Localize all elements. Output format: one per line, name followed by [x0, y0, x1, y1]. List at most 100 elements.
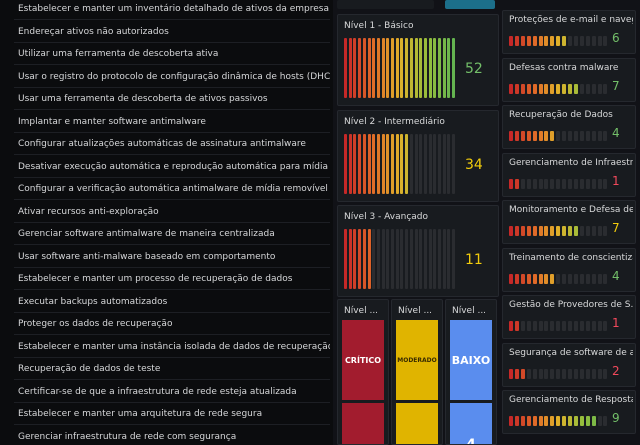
- gauge-segment: [533, 226, 537, 236]
- gauge-segment: [574, 226, 578, 236]
- table-row[interactable]: Estabelecer e manter um processo de recu…: [14, 268, 330, 290]
- table-row[interactable]: Estabelecer e manter uma instância isola…: [14, 336, 330, 358]
- gauge-segment: [533, 179, 537, 189]
- gauge-segment: [391, 134, 394, 194]
- category-title: Recuperação de Dados: [509, 110, 633, 120]
- gauge-segment: [568, 226, 572, 236]
- controls-table: Estabelecer e manter um inventário detal…: [0, 0, 333, 445]
- table-row[interactable]: Ativar recursos anti-exploração: [14, 201, 330, 223]
- category-panel[interactable]: Gerenciamento de Infraestr... 1: [502, 153, 636, 197]
- gauge-segment: [603, 416, 607, 426]
- table-row[interactable]: Proteger os dados de recuperação: [14, 313, 330, 335]
- gauge-segment: [568, 321, 572, 331]
- gauge-segment: [443, 229, 446, 289]
- table-row[interactable]: Gerenciar infraestrutura de rede com seg…: [14, 426, 330, 445]
- table-row[interactable]: Recuperação de dados de teste: [14, 358, 330, 380]
- gauge-segment: [405, 134, 408, 194]
- gauge-segment: [509, 416, 513, 426]
- gauge-segment: [592, 179, 596, 189]
- gauge-segment: [521, 131, 525, 141]
- table-row[interactable]: Endereçar ativos não autorizados: [14, 21, 330, 43]
- gauge-segment: [544, 36, 548, 46]
- risk-value: 55: [396, 403, 438, 445]
- gauge-segment: [521, 179, 525, 189]
- gauge-segment: [562, 321, 566, 331]
- gauge-segment: [363, 229, 366, 289]
- table-row[interactable]: Utilizar uma ferramenta de descoberta at…: [14, 43, 330, 65]
- gauge-segment: [562, 131, 566, 141]
- gauge-segment: [415, 134, 418, 194]
- table-row[interactable]: Desativar execução automática e reproduç…: [14, 156, 330, 178]
- gauge-segment: [603, 84, 607, 94]
- table-row[interactable]: Usar uma ferramenta de descoberta de ati…: [14, 88, 330, 110]
- gauge-segment: [574, 369, 578, 379]
- gauge-segment: [603, 36, 607, 46]
- table-row[interactable]: Implantar e manter software antimalware: [14, 111, 330, 133]
- gauge-segment: [544, 84, 548, 94]
- gauge-segment: [438, 229, 441, 289]
- table-row[interactable]: Configurar atualizações automáticas de a…: [14, 133, 330, 155]
- table-row[interactable]: Executar backups automatizados: [14, 291, 330, 313]
- gauge-segment: [515, 416, 519, 426]
- risk-label: BAIXO: [450, 320, 492, 400]
- gauge-segment: [556, 36, 560, 46]
- risk-panel[interactable]: Nível ... BAIXO 4: [445, 299, 497, 445]
- table-row[interactable]: Usar o registro do protocolo de configur…: [14, 66, 330, 88]
- gauge-segment: [562, 369, 566, 379]
- gauge-segment: [539, 369, 543, 379]
- risk-panel[interactable]: Nível ... CRÍTICO94: [337, 299, 389, 445]
- table-row[interactable]: Gerenciar software antimalware de maneir…: [14, 223, 330, 245]
- category-panel[interactable]: Gestão de Provedores de S... 1: [502, 295, 636, 339]
- gauge-segment: [586, 131, 590, 141]
- gauge-segment: [447, 38, 450, 98]
- category-value: 4: [612, 269, 620, 283]
- table-row[interactable]: Usar software anti-malware baseado em co…: [14, 246, 330, 268]
- gauge-segment: [521, 416, 525, 426]
- level-panel[interactable]: Nível 1 - Básico 52: [337, 14, 499, 106]
- gauge-segment: [544, 274, 548, 284]
- category-value: 7: [612, 79, 620, 93]
- table-row[interactable]: Configurar a verificação automática anti…: [14, 178, 330, 200]
- gauge-segment: [586, 179, 590, 189]
- category-panel[interactable]: Gerenciamento de Resposta... 9: [502, 390, 636, 434]
- category-panel[interactable]: Segurança de software de a... 2: [502, 343, 636, 387]
- category-panel[interactable]: Monitoramento e Defesa de ... 7: [502, 200, 636, 244]
- gauge-segment: [533, 131, 537, 141]
- gauge-segment: [438, 134, 441, 194]
- level-panel[interactable]: Nível 2 - Intermediário 34: [337, 110, 499, 202]
- gauge-segment: [568, 84, 572, 94]
- category-title: Gestão de Provedores de S...: [509, 300, 633, 310]
- gauge-segment: [568, 369, 572, 379]
- gauge-segment: [433, 38, 436, 98]
- gauge-segment: [527, 321, 531, 331]
- table-row[interactable]: Certificar-se de que a infraestrutura de…: [14, 381, 330, 403]
- gauge-segment: [391, 38, 394, 98]
- category-panel[interactable]: Recuperação de Dados 4: [502, 105, 636, 149]
- gauge-segment: [574, 36, 578, 46]
- gauge-segment: [358, 229, 361, 289]
- table-row[interactable]: Estabelecer e manter uma arquitetura de …: [14, 403, 330, 425]
- gauge-segment: [568, 179, 572, 189]
- category-value: 1: [612, 174, 620, 188]
- gauge-segment: [539, 321, 543, 331]
- gauge-segment: [509, 131, 513, 141]
- gauge-segment: [603, 179, 607, 189]
- gauge-segment: [574, 131, 578, 141]
- level-panel[interactable]: Nível 3 - Avançado 11: [337, 205, 499, 297]
- gauge-segment: [598, 321, 602, 331]
- gauge-segment: [382, 229, 385, 289]
- gauge-segment: [515, 84, 519, 94]
- gauge-segment: [574, 179, 578, 189]
- gauge-segment: [363, 134, 366, 194]
- gauge-segment: [377, 134, 380, 194]
- gauge-segment: [521, 274, 525, 284]
- gauge-segment: [603, 274, 607, 284]
- gauge-segment: [580, 131, 584, 141]
- category-panel[interactable]: Defesas contra malware 7: [502, 58, 636, 102]
- table-row[interactable]: Estabelecer e manter um inventário detal…: [14, 0, 330, 20]
- risk-panel[interactable]: Nível ... MODERADO55: [391, 299, 443, 445]
- gauge-segment: [368, 134, 371, 194]
- category-panel[interactable]: Treinamento de conscientiza... 4: [502, 248, 636, 292]
- gauge-segment: [405, 229, 408, 289]
- category-panel[interactable]: Proteções de e-mail e naveg... 6: [502, 10, 636, 54]
